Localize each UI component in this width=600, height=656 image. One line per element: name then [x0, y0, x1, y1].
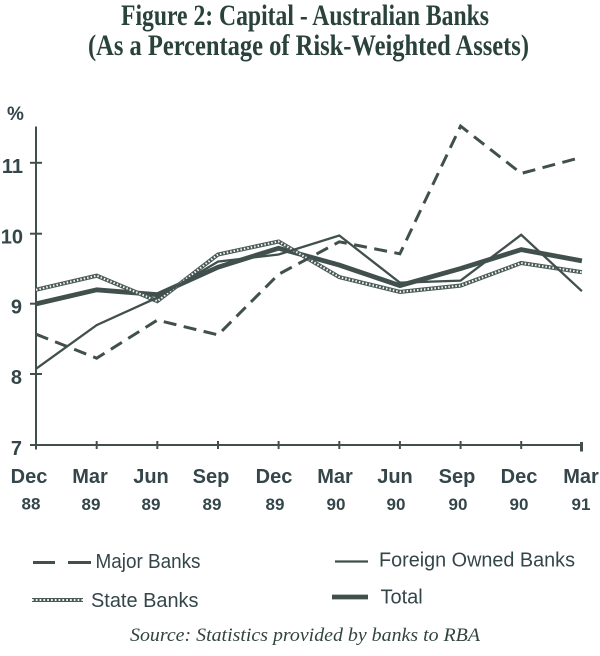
svg-text:90: 90 — [387, 495, 406, 514]
svg-text:89: 89 — [203, 495, 222, 514]
svg-text:89: 89 — [266, 495, 285, 514]
svg-text:90: 90 — [510, 495, 529, 514]
svg-text:Mar: Mar — [317, 466, 353, 488]
svg-text:Jun: Jun — [377, 466, 413, 488]
svg-text:Total: Total — [381, 587, 423, 609]
svg-text:90: 90 — [327, 495, 346, 514]
svg-text:Dec: Dec — [11, 466, 48, 488]
svg-text:(As a Percentage of Risk-Weigh: (As a Percentage of Risk-Weighted Assets… — [88, 29, 529, 62]
svg-text:Sep: Sep — [193, 466, 230, 488]
svg-text:Major Banks: Major Banks — [96, 551, 201, 573]
svg-text:Sep: Sep — [439, 466, 476, 488]
svg-text:Dec: Dec — [256, 466, 293, 488]
svg-text:Figure 2: Capital - Australian: Figure 2: Capital - Australian Banks — [121, 0, 489, 32]
svg-text:8: 8 — [11, 367, 22, 389]
svg-text:Mar: Mar — [72, 466, 108, 488]
svg-text:89: 89 — [142, 495, 161, 514]
svg-text:88: 88 — [22, 495, 41, 514]
svg-text:Jun: Jun — [133, 466, 169, 488]
svg-text:%: % — [7, 104, 24, 125]
svg-text:89: 89 — [82, 495, 101, 514]
svg-text:Foreign Owned Banks: Foreign Owned Banks — [379, 550, 575, 572]
svg-text:90: 90 — [449, 495, 468, 514]
svg-text:Dec: Dec — [501, 466, 538, 488]
svg-text:State Banks: State Banks — [91, 590, 199, 612]
svg-text:7: 7 — [11, 438, 22, 460]
svg-text:9: 9 — [11, 297, 22, 319]
svg-text:91: 91 — [572, 495, 591, 514]
svg-text:11: 11 — [2, 156, 23, 178]
svg-text:10: 10 — [1, 227, 23, 249]
svg-text:Source: Statistics provided by: Source: Statistics provided by banks to … — [130, 625, 480, 646]
svg-text:Mar: Mar — [563, 466, 599, 488]
